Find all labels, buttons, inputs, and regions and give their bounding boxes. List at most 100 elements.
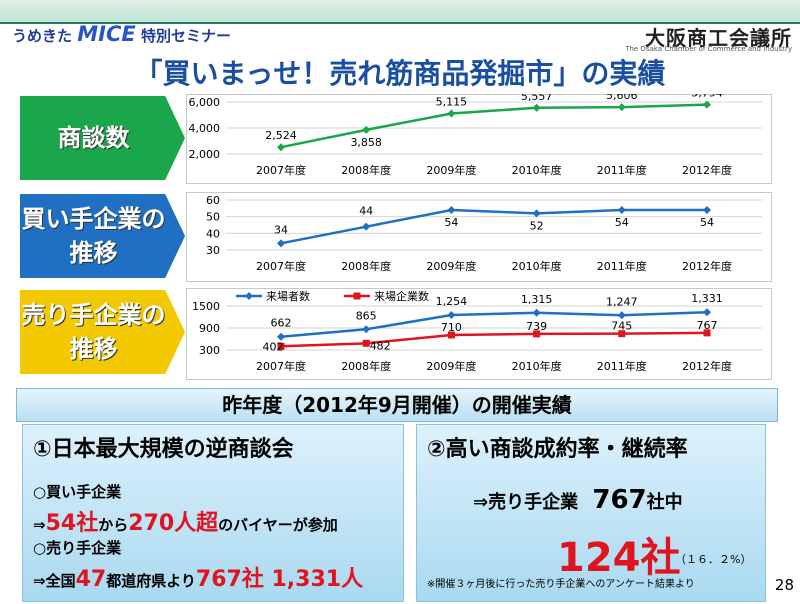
x-tick-label: 2012年度 [682,359,732,373]
data-point [447,311,456,320]
legend-marker [245,292,253,300]
data-label: 54 [444,216,458,229]
top-bar [0,0,800,24]
data-point [703,308,711,317]
x-tick-label: 2007年度 [256,359,306,373]
data-point [532,209,541,218]
brand-logo: うめきた MICE 特別セミナー [12,22,231,46]
data-label: 5,557 [521,94,553,103]
seller-label: ○売り手企業 [33,539,122,557]
data-point [617,206,626,214]
series-line [280,331,708,348]
data-point [617,311,626,320]
section-arrow-sellers: 売り手企業の推移 [20,290,185,374]
data-label: 1,315 [521,293,553,306]
series-line [280,310,708,338]
series-line [280,208,707,245]
page-number: 28 [774,576,794,594]
y-tick-label: 30 [206,244,220,257]
org-sub: The Osaka Chamber of Commerce and Indust… [625,45,792,53]
data-label: 1,247 [606,295,638,308]
seller-total-pre: ⇒売り手企業 [473,492,579,513]
seller-mid: 都道府県より [106,572,196,590]
section-arrow-deals: 商談数 [20,96,185,180]
data-label: 482 [370,339,391,352]
data-point [703,100,711,109]
buyer-post: のバイヤーが参加 [218,516,338,534]
data-point [703,206,711,214]
data-label: 54 [700,216,714,229]
y-tick-label: 2,000 [189,148,221,161]
brand-prefix: うめきた [12,27,73,45]
data-point [617,103,626,112]
x-tick-label: 2007年度 [256,259,306,273]
buyer-people: 270人超 [128,511,219,536]
chart-deals: 2,000 4,000 6,000 2007年度 2008年度 2009年度 2010年度 2… [186,94,772,184]
data-label: 767 [697,319,718,332]
data-point [447,109,456,118]
x-tick-label: 2010年度 [512,163,562,177]
y-tick-label: 1500 [192,300,220,313]
buyer-mid: から [98,516,129,534]
data-point [277,143,285,152]
series-line [280,103,708,149]
data-label: 52 [530,219,544,232]
x-tick-label: 2009年度 [426,359,476,373]
x-tick-label: 2008年度 [341,359,391,373]
y-tick-label: 50 [206,211,220,224]
buyer-count: 54社 [45,511,99,536]
x-tick-label: 2012年度 [682,163,732,177]
data-point [703,329,711,337]
data-label: 1,331 [691,292,723,305]
data-label: 739 [526,320,547,333]
brand-mice: MICE [77,22,136,46]
x-tick-label: 2010年度 [512,259,562,273]
data-point [447,331,455,339]
data-point [277,239,285,248]
seller-count: 767社 1,331人 [195,567,364,592]
data-label: 2,524 [265,129,297,142]
data-label: 662 [271,317,292,330]
data-label: 710 [441,321,462,334]
x-tick-label: 2009年度 [426,259,476,273]
chart-buyers: 30 40 50 60 2007年度 2008年度 2009年度 2010年度 2011年度 20… [186,192,772,282]
legend-label: 来場企業数 [374,289,429,303]
chart-frame [186,94,772,184]
x-tick-label: 2011年度 [597,163,647,177]
y-tick-label: 900 [199,322,220,335]
x-tick-label: 2011年度 [597,259,647,273]
data-point [277,332,285,341]
section-label-sellers: 売り手企業の推移 [21,301,166,363]
y-tick-label: 60 [206,194,220,207]
seller-arrow: ⇒全国 [33,572,76,590]
data-point [362,325,371,334]
legend-marker [353,292,361,300]
data-point [533,330,541,338]
data-point [532,103,541,112]
buyer-label: ○買い手企業 [33,483,122,501]
panel2-heading: ②高い商談成約率・継続率 [427,437,688,462]
seller-total-num: 767 [592,485,647,515]
contract-rate: （１６．２%） [675,553,752,566]
x-tick-label: 2010年度 [512,359,562,373]
org-name: 大阪商工会議所 [645,26,792,50]
data-point [447,206,456,214]
chart-frame [186,192,772,282]
panel1-heading: ①日本最大規模の逆商談会 [33,437,294,462]
x-tick-label: 2011年度 [597,359,647,373]
data-label: 402 [263,340,284,353]
brand-suffix: 特別セミナー [140,27,231,45]
section-arrow-buyers: 買い手企業の推移 [20,194,185,278]
x-tick-label: 2009年度 [426,163,476,177]
data-label: 865 [356,309,377,322]
data-label: 44 [359,205,373,218]
data-label: 5,606 [606,94,638,102]
seller-total-post: 社中 [646,492,683,513]
buyer-detail: ⇒54社から270人超のバイヤーが参加 [33,505,338,537]
x-tick-label: 2012年度 [682,259,732,273]
survey-note: ※開催３ヶ月後に行った売り手企業へのアンケート結果より [427,579,695,590]
section-label-buyers: 買い手企業の推移 [21,205,166,267]
x-tick-label: 2007年度 [256,163,306,177]
data-label: 745 [611,320,632,333]
buyer-arrow: ⇒ [33,516,46,534]
